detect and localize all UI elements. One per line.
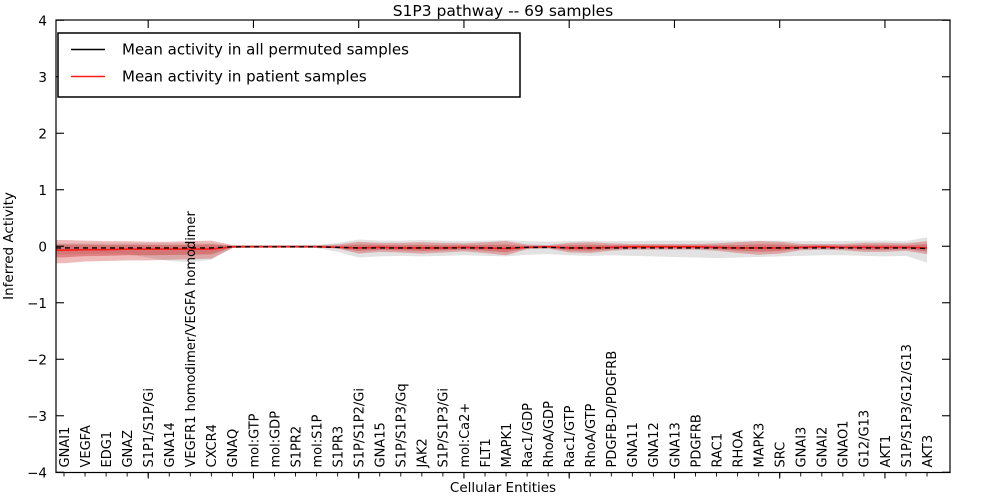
legend-box — [57, 32, 521, 98]
chart-title: S1P3 pathway -- 69 samples — [393, 2, 614, 20]
y-tick-label: 1 — [38, 183, 47, 199]
x-category-label: GNA12 — [647, 422, 662, 467]
x-category-label: S1PR3 — [331, 426, 346, 468]
x-category-label: S1P1/S1P/Gi — [142, 388, 157, 467]
x-category-label: GNAO1 — [837, 421, 852, 468]
x-category-label: CXCR4 — [205, 424, 220, 467]
x-category-label: AKT1 — [879, 435, 894, 468]
x-category-label: PDGFB-D/PDGFRB — [605, 351, 620, 468]
x-category-label: RHOA — [731, 430, 746, 468]
patient-std-band — [56, 240, 928, 264]
legend: Mean activity in all permuted samples Me… — [57, 32, 521, 98]
y-tick-label: −2 — [27, 352, 47, 368]
x-category-label: JAK2 — [416, 438, 431, 468]
x-category-label: GNAI2 — [816, 427, 831, 468]
x-category-label: Rac1/GDP — [521, 403, 536, 468]
x-category-label: mol:GDP — [268, 411, 283, 468]
x-category-label: mol:Ca2+ — [458, 403, 473, 468]
legend-label-patient: Mean activity in patient samples — [122, 68, 367, 86]
x-category-label: GNA11 — [626, 422, 641, 467]
x-category-label: GNA15 — [374, 422, 389, 467]
mean-lines — [56, 246, 928, 252]
y-tick-label: 4 — [38, 13, 47, 29]
x-category-label: MAPK3 — [752, 423, 767, 468]
x-category-label: GNAQ — [226, 429, 241, 468]
x-category-label: mol:S1P — [310, 414, 325, 467]
x-category-label: GNA14 — [163, 422, 178, 467]
axis-ticks — [56, 19, 950, 479]
x-category-label: EDG1 — [100, 431, 115, 468]
x-category-label: S1P/S1P3/Gi — [437, 388, 452, 467]
x-category-label: VEGFR1 homodimer/VEGFA homodimer — [184, 211, 199, 468]
x-category-label: RAC1 — [710, 433, 725, 468]
y-tick-label: −4 — [27, 465, 47, 481]
permuted-std-band — [56, 237, 928, 263]
x-category-label: VEGFA — [79, 425, 94, 467]
permuted-mean-line — [56, 246, 928, 250]
legend-label-permuted: Mean activity in all permuted samples — [122, 41, 409, 59]
x-category-label: GNAZ — [121, 430, 136, 468]
x-category-label: S1P/S1P3/G12/G13 — [900, 344, 915, 467]
x-category-label: Rac1/GTP — [563, 405, 578, 467]
x-category-label: mol:GTP — [247, 413, 262, 467]
y-tick-label: −1 — [27, 296, 47, 312]
x-category-label: GNAI3 — [795, 427, 810, 468]
x-category-label: RhoA/GTP — [584, 403, 599, 467]
x-category-label: S1P/S1P2/Gi — [353, 388, 368, 467]
x-category-label: GNA13 — [668, 422, 683, 467]
x-category-label: S1PR2 — [289, 426, 304, 468]
x-category-label: AKT3 — [921, 435, 936, 468]
x-category-label: SRC — [774, 442, 789, 468]
x-category-label: MAPK1 — [500, 423, 515, 468]
y-tick-label: 3 — [38, 70, 47, 86]
x-category-label: PDGFRB — [689, 414, 704, 467]
x-category-label: RhoA/GDP — [542, 401, 557, 468]
x-category-label: FLT1 — [479, 438, 494, 467]
x-category-label: G12/G13 — [858, 410, 873, 468]
axis-tick-labels: −4 −3 −2 −1 0 1 2 3 4 GNAI1 VEGFA EDG1 GNAZ S1P1/S1P/… — [27, 13, 936, 481]
y-tick-label: 2 — [38, 126, 47, 142]
y-axis-label: Inferred Activity — [1, 192, 17, 300]
x-category-label: GNAI1 — [58, 427, 73, 468]
x-category-label: S1P/S1P3/Gq — [395, 383, 410, 467]
x-axis-label: Cellular Entities — [450, 480, 556, 496]
y-tick-label: −3 — [27, 409, 47, 425]
y-tick-label: 0 — [38, 239, 47, 255]
